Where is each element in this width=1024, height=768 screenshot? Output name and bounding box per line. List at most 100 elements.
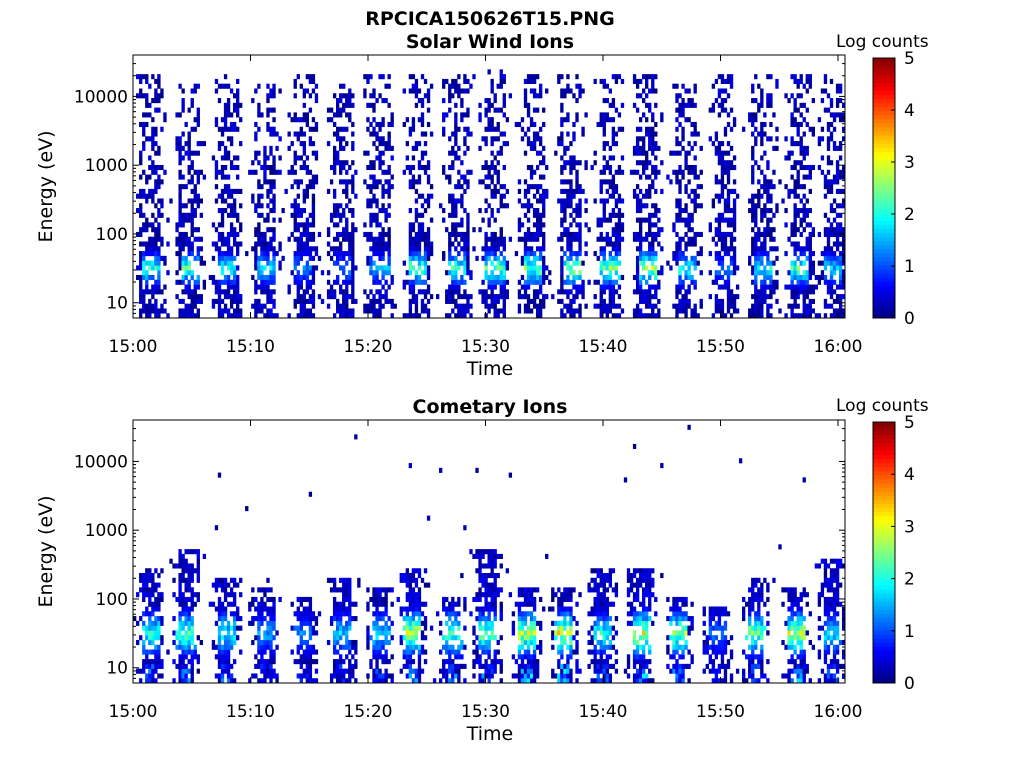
- heatmap-cell: [687, 150, 691, 156]
- heatmap-cell: [566, 294, 570, 300]
- heatmap-cell: [308, 107, 313, 113]
- heatmap-cell: [369, 203, 373, 209]
- heatmap-cell: [329, 587, 334, 593]
- heatmap-cell: [175, 270, 179, 276]
- heatmap-cell: [417, 246, 422, 252]
- heatmap-cell: [605, 284, 609, 290]
- heatmap-cell: [157, 150, 161, 156]
- heatmap-cell: [384, 289, 388, 295]
- heatmap-cell: [835, 160, 840, 166]
- heatmap-cell: [417, 88, 422, 94]
- heatmap-cell: [308, 601, 313, 607]
- heatmap-cell: [232, 630, 237, 636]
- heatmap-cell: [193, 117, 197, 123]
- heatmap-cell: [332, 260, 337, 266]
- heatmap-cell: [611, 227, 616, 233]
- heatmap-cell: [560, 298, 564, 304]
- heatmap-cell: [272, 208, 276, 214]
- heatmap-cell: [266, 294, 270, 300]
- heatmap-cell: [648, 184, 652, 190]
- heatmap-cell: [760, 121, 764, 128]
- heatmap-cell: [254, 169, 258, 175]
- heatmap-cell: [805, 270, 809, 276]
- heatmap-cell: [693, 231, 697, 238]
- heatmap-cell: [693, 236, 697, 242]
- heatmap-cell: [820, 260, 825, 266]
- heatmap-cell: [799, 141, 803, 147]
- heatmap-cell: [411, 246, 416, 252]
- heatmap-cell: [448, 193, 452, 199]
- heatmap-cell: [535, 274, 540, 281]
- heatmap-cell: [332, 193, 337, 199]
- heatmap-cell: [196, 169, 200, 175]
- heatmap-cell: [654, 212, 658, 218]
- heatmap-cell: [832, 141, 837, 147]
- heatmap-cell: [799, 145, 803, 151]
- colorbar-band: [873, 163, 895, 169]
- heatmap-cell: [808, 236, 812, 242]
- heatmap-cell: [366, 117, 370, 123]
- heatmap-cell: [269, 179, 273, 185]
- heatmap-cell: [835, 174, 840, 180]
- heatmap-cell: [345, 188, 349, 194]
- heatmap-cell: [381, 274, 385, 281]
- heatmap-cell: [838, 222, 843, 228]
- heatmap-cell: [802, 131, 806, 137]
- heatmap-cell: [257, 83, 261, 89]
- heatmap-cell: [642, 98, 646, 104]
- heatmap-cell: [275, 313, 279, 319]
- heatmap-cell: [529, 298, 534, 304]
- heatmap-cell: [796, 107, 800, 113]
- heatmap-cell: [672, 150, 676, 156]
- heatmap-cell: [417, 251, 422, 257]
- heatmap-cell: [236, 606, 240, 612]
- heatmap-cell: [754, 298, 758, 304]
- heatmap-cell: [302, 639, 306, 646]
- heatmap-cell: [220, 616, 225, 622]
- colorbar-band: [873, 224, 895, 230]
- heatmap-cell: [660, 270, 664, 276]
- heatmap-cell: [311, 222, 316, 228]
- heatmap-cell: [760, 136, 764, 142]
- heatmap-cell: [611, 98, 616, 104]
- heatmap-cell: [272, 217, 276, 223]
- heatmap-cell: [293, 169, 297, 175]
- heatmap-cell: [408, 131, 413, 137]
- heatmap-cell: [826, 160, 831, 166]
- heatmap-cell: [793, 227, 797, 233]
- heatmap-cell: [754, 217, 758, 223]
- heatmap-cell: [136, 639, 140, 646]
- heatmap-cell: [299, 279, 303, 285]
- heatmap-cell: [178, 298, 182, 304]
- heatmap-cell: [178, 587, 182, 593]
- heatmap-cell: [608, 284, 613, 290]
- heatmap-cell: [708, 107, 712, 113]
- heatmap-cell: [226, 193, 231, 199]
- heatmap-cell: [302, 198, 306, 204]
- heatmap-cell: [187, 131, 191, 137]
- colorbar-band: [873, 86, 895, 91]
- heatmap-cell: [311, 298, 316, 304]
- heatmap-cell: [451, 212, 455, 218]
- heatmap-cell: [751, 174, 755, 180]
- heatmap-cell: [835, 98, 840, 104]
- heatmap-cell: [429, 246, 434, 252]
- heatmap-cell: [308, 668, 313, 674]
- heatmap-cell: [187, 573, 191, 579]
- heatmap-cell: [139, 241, 143, 247]
- heatmap-cell: [463, 231, 467, 238]
- heatmap-cell: [417, 260, 422, 266]
- heatmap-cell: [175, 294, 179, 300]
- heatmap-cell: [690, 198, 694, 204]
- heatmap-cell: [838, 255, 843, 261]
- heatmap-cell: [329, 107, 334, 113]
- heatmap-cell: [157, 644, 161, 650]
- heatmap-cell: [675, 303, 679, 309]
- heatmap-cell: [272, 184, 276, 190]
- heatmap-cell: [720, 160, 725, 166]
- heatmap-cell: [148, 308, 152, 314]
- heatmap-cell: [414, 198, 419, 204]
- heatmap-cell: [687, 241, 691, 247]
- heatmap-cell: [351, 251, 355, 257]
- heatmap-cell: [429, 251, 434, 257]
